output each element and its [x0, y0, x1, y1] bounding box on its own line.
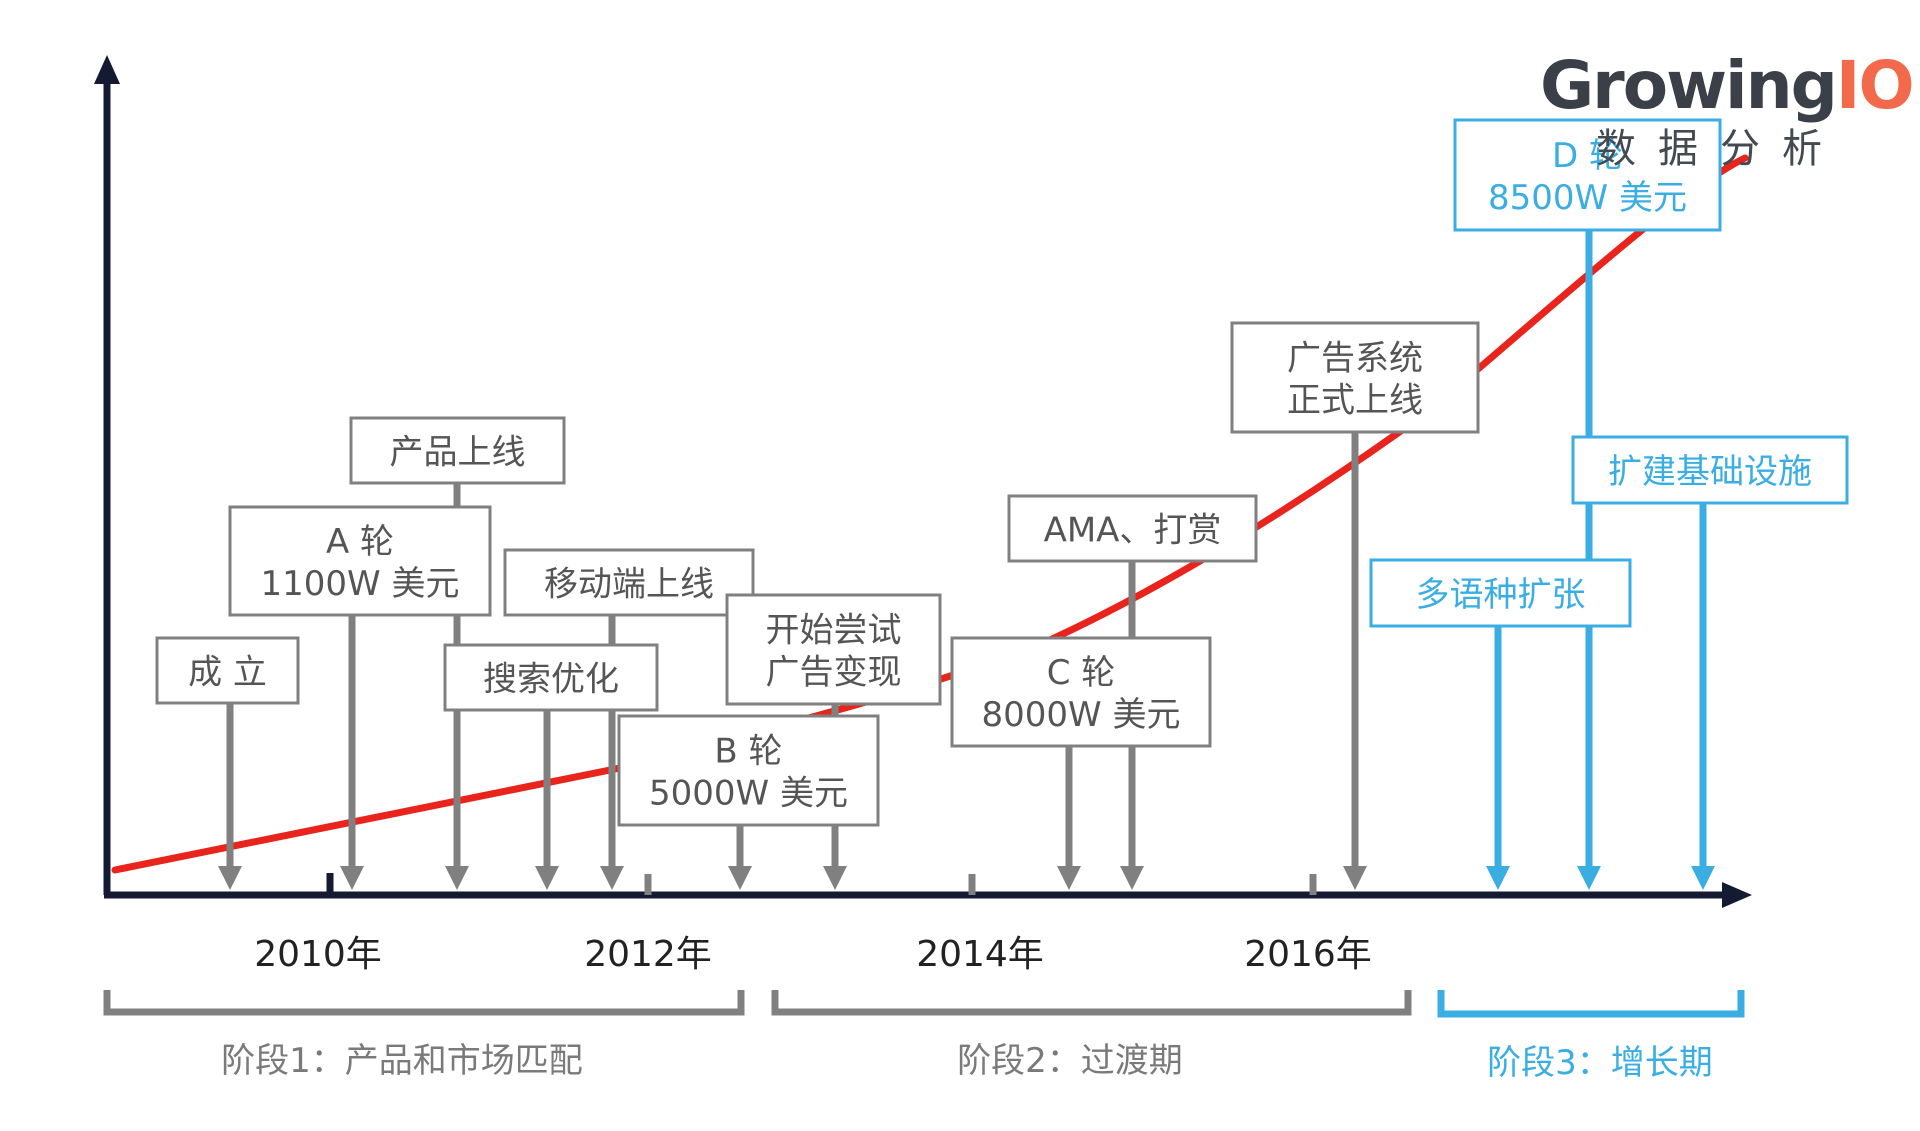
search-opt-box: 搜索优化 [443, 643, 659, 712]
multilang-label: 多语种扩张 [1416, 575, 1586, 615]
ad-monetize-label: 广告变现 [766, 653, 902, 693]
phase-2-label: 阶段2：过渡期 [957, 1041, 1183, 1081]
arrow-head-icon [445, 866, 469, 890]
arrow-head-icon [823, 866, 847, 890]
logo-subtitle: 数据分析 [1596, 126, 1844, 172]
phase-3-label: 阶段3：增长期 [1487, 1043, 1713, 1083]
mobile-launch-label: 移动端上线 [544, 565, 714, 605]
arrow-head-icon [728, 866, 752, 890]
arrow-head-icon [600, 866, 624, 890]
series-c-label: C 轮 [1047, 653, 1116, 693]
arrow-head-icon [1120, 866, 1144, 890]
ad-monetize-label: 开始尝试 [766, 611, 902, 651]
arrow-head-icon [1577, 866, 1601, 890]
infra-label: 扩建基础设施 [1608, 452, 1812, 492]
ad-system-label: 广告系统 [1287, 339, 1423, 379]
ad-system-box-border [1230, 321, 1480, 434]
year-label: 2016年 [1244, 934, 1372, 975]
phase-labels: 阶段1：产品和市场匹配 阶段2：过渡期 阶段3：增长期 [221, 1041, 1713, 1083]
arrow-head-icon [340, 866, 364, 890]
infra-box-border [1571, 435, 1849, 505]
phase-brackets [103, 990, 1745, 1018]
series-b-label: B 轮 [714, 732, 782, 772]
search-opt-box-border [443, 643, 659, 712]
ama-tips-label: AMA、打赏 [1044, 511, 1222, 551]
mobile-launch-box-border [503, 548, 755, 617]
arrow-head-icon [1343, 866, 1367, 890]
product-launch-label: 产品上线 [390, 433, 526, 473]
arrow-head-icon [535, 866, 559, 890]
arrow-head-icon [1486, 866, 1510, 890]
year-label: 2014年 [916, 934, 1044, 975]
year-label: 2010年 [254, 934, 382, 975]
series-b-label: 5000W 美元 [649, 774, 848, 814]
series-c-box-border [950, 636, 1212, 748]
phase-2-bracket [771, 990, 1412, 1016]
search-opt-label: 搜索优化 [483, 660, 619, 700]
series-a-label: 1100W 美元 [261, 564, 460, 604]
founded-label: 成 立 [188, 653, 267, 693]
growingio-logo: GrowingIO 数据分析 [1540, 46, 1915, 176]
series-a-box-border [228, 505, 492, 617]
series-a-label: A 轮 [326, 522, 394, 562]
x-axis-arrow-icon [1722, 882, 1752, 908]
series-d-label: D 轮 [1552, 136, 1623, 176]
founded-box: 成 立 [155, 636, 300, 705]
ad-system-label: 正式上线 [1287, 381, 1423, 421]
series-c-label: 8000W 美元 [982, 695, 1181, 735]
series-b-box-border [617, 714, 880, 827]
mobile-launch-box: 移动端上线 [503, 548, 755, 617]
ama-tips-box-border [1007, 494, 1258, 563]
year-label: 2012年 [584, 934, 712, 975]
ama-tips-box: AMA、打赏 [1007, 494, 1258, 563]
axes [94, 55, 1752, 908]
logo-wordmark: GrowingIO [1540, 47, 1915, 124]
arrow-head-icon [218, 866, 242, 890]
phase-1-bracket [103, 990, 745, 1016]
multilang-box-border [1369, 558, 1632, 628]
product-launch-box-border [349, 416, 566, 485]
arrow-head-icon [1057, 866, 1081, 890]
phase-1-label: 阶段1：产品和市场匹配 [221, 1041, 583, 1081]
infra-box: 扩建基础设施 [1571, 435, 1849, 505]
multilang-box: 多语种扩张 [1369, 558, 1632, 628]
series-d-box-border [1453, 118, 1722, 232]
y-axis-arrow-icon [94, 55, 120, 84]
ad-monetize-box-border [725, 593, 942, 706]
founded-box-border [155, 636, 300, 705]
phase-3-bracket [1437, 990, 1745, 1018]
series-d-label: 8500W 美元 [1488, 178, 1687, 218]
arrow-head-icon [1691, 866, 1715, 890]
product-launch-box: 产品上线 [349, 416, 566, 485]
year-labels: 2010年 2012年 2014年 2016年 [254, 934, 1372, 975]
